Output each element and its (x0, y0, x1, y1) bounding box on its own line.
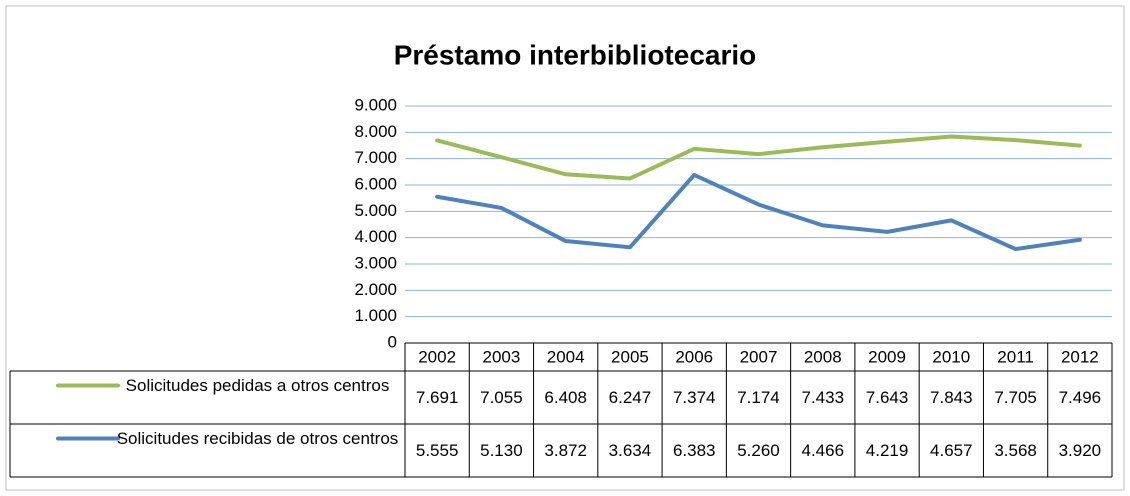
value-label: 3.920 (1059, 441, 1102, 460)
value-label: 6.383 (673, 441, 716, 460)
y-tick-label: 4.000 (354, 227, 397, 246)
value-label: 6.247 (609, 388, 652, 407)
x-tick-label: 2004 (547, 347, 585, 366)
value-label: 7.496 (1059, 388, 1102, 407)
value-label: 7.433 (801, 388, 844, 407)
y-tick-label: 1.000 (354, 306, 397, 325)
value-label: 3.568 (994, 441, 1037, 460)
x-tick-label: 2010 (932, 347, 970, 366)
x-tick-label: 2011 (997, 347, 1034, 366)
y-tick-label: 2.000 (354, 280, 397, 299)
x-tick-label: 2012 (1061, 347, 1099, 366)
value-label: 7.055 (480, 388, 523, 407)
value-label: 3.872 (544, 441, 587, 460)
value-label: 7.691 (416, 388, 459, 407)
x-tick-label: 2003 (482, 347, 520, 366)
x-tick-label: 2002 (418, 347, 456, 366)
y-tick-label: 3.000 (354, 253, 397, 272)
value-label: 7.705 (994, 388, 1037, 407)
x-tick-label: 2006 (675, 347, 713, 366)
value-label: 4.219 (866, 441, 909, 460)
value-label: 5.555 (416, 441, 459, 460)
y-tick-label: 0 (388, 332, 397, 351)
chart-border (5, 5, 1125, 491)
legend-label-box: Solicitudes pedidas a otros centros (125, 375, 390, 395)
y-tick-label: 8.000 (354, 122, 397, 141)
value-label: 4.657 (930, 441, 973, 460)
y-tick-label: 9.000 (354, 95, 397, 114)
value-label: 7.643 (866, 388, 909, 407)
y-tick-label: 6.000 (354, 174, 397, 193)
chart-title: Préstamo interbibliotecario (394, 39, 757, 70)
value-label: 3.634 (609, 441, 652, 460)
value-label: 7.374 (673, 388, 716, 407)
x-tick-label: 2005 (611, 347, 649, 366)
value-label: 7.174 (737, 388, 780, 407)
value-label: 7.843 (930, 388, 973, 407)
legend-label: Solicitudes pedidas a otros centros (125, 375, 390, 395)
value-label: 5.260 (737, 441, 780, 460)
x-tick-label: 2007 (740, 347, 778, 366)
legend-label: Solicitudes recibidas de otros centros (116, 428, 399, 448)
legend-label-box: Solicitudes recibidas de otros centros (116, 428, 399, 448)
x-tick-label: 2009 (868, 347, 906, 366)
value-label: 6.408 (544, 388, 587, 407)
y-tick-label: 5.000 (354, 201, 397, 220)
series-line (435, 172, 1082, 252)
series-line (435, 134, 1082, 181)
x-tick-label: 2008 (804, 347, 842, 366)
y-tick-label: 7.000 (354, 148, 397, 167)
value-label: 5.130 (480, 441, 523, 460)
value-label: 4.466 (801, 441, 844, 460)
